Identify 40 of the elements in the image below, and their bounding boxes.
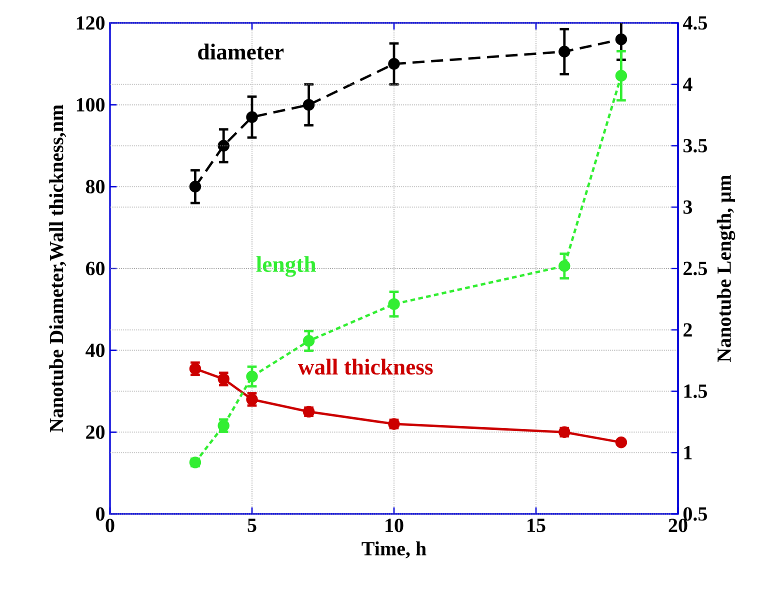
y2-tick-label: 3 [683,200,692,214]
y-tick-label: 80 [86,180,105,194]
y2-tick-label: 4.5 [682,16,707,30]
x-tick-label: 10 [386,518,404,532]
y-tick-label: 60 [86,262,105,276]
point [189,180,202,193]
text: diameter [198,44,284,60]
y-tick-label: 20 [86,425,105,439]
y2-tick-label: 0.5 [683,507,707,521]
y2-tick-label: 1 [684,446,692,460]
x-tick-label: 0 [106,518,114,532]
point [615,33,628,46]
point [558,46,570,58]
y-axis-title: Nanotube Diameter,Wall thickness,nm [49,104,66,432]
point [558,260,570,272]
point [388,58,400,70]
y2-axis-title: Nanotube Length, µm [716,175,736,362]
y-tick-label: 120 [76,16,105,30]
y2-tick-label: 4 [682,78,692,91]
y2-tick-label: 1.5 [684,384,707,398]
y2-tick-label: 3.5 [683,138,707,153]
x-tick-label: 15 [528,518,546,532]
point [246,111,258,123]
point [388,298,400,310]
point [615,436,628,448]
point [615,70,628,82]
y-tick-label: 100 [76,98,105,112]
text: length [256,256,316,277]
x-axis-title: Time, h [362,541,426,558]
point [302,98,315,111]
y-tick-label: 40 [86,344,105,358]
y-tick-label: 0 [96,507,105,521]
y2-tick-label: 2 [684,323,692,336]
x-tick-label: 5 [248,518,256,532]
y2-tick-label: 2.5 [684,262,707,276]
point [246,370,258,382]
x-tick-label: 20 [668,518,688,532]
point [302,335,315,347]
series-label: wall thickness [298,358,433,375]
point [218,140,230,152]
